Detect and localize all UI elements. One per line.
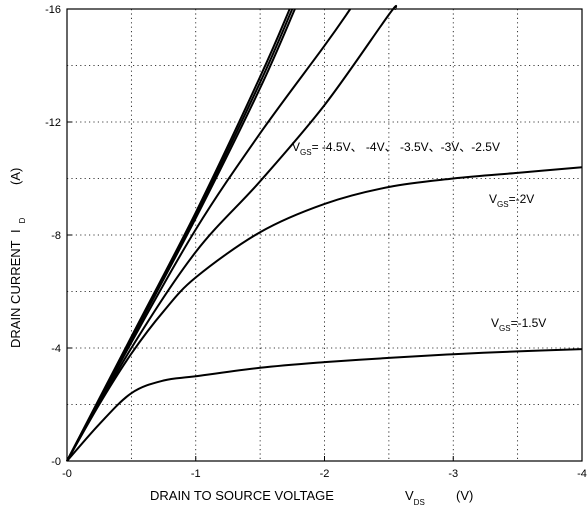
y-axis-unit: (A) bbox=[8, 168, 23, 185]
x-axis-symbol: VDS bbox=[405, 488, 425, 507]
annotation-vgs-2v: VGS=-2V bbox=[489, 192, 534, 209]
x-tick-label: -4 bbox=[577, 468, 587, 480]
y-axis-title: DRAIN CURRENT ID (A) bbox=[8, 168, 27, 348]
plot-frame bbox=[66, 8, 583, 462]
y-axis-label: DRAIN CURRENT bbox=[8, 240, 23, 348]
x-tick-label: -3 bbox=[448, 468, 458, 480]
series-line-vgs--1-5 bbox=[66, 348, 583, 462]
annotation-vgs-1-5v: VGS=-1.5V bbox=[491, 316, 546, 333]
y-tick-label: -4 bbox=[51, 343, 61, 355]
y-axis-symbol: ID bbox=[8, 217, 27, 233]
y-tick-label: -8 bbox=[51, 230, 61, 242]
x-tick-label: -2 bbox=[320, 468, 330, 480]
series bbox=[66, 5, 583, 462]
series-line-vgs--4 bbox=[66, 8, 294, 462]
ticks: -0 -1 -2 -3 -4 -0 -4 -8 -12 -16 bbox=[45, 4, 587, 480]
y-tick-label: -0 bbox=[51, 456, 61, 468]
x-axis-label: DRAIN TO SOURCE VOLTAGE bbox=[150, 488, 334, 503]
y-tick-label: -16 bbox=[45, 4, 61, 16]
x-tick-label: -1 bbox=[191, 468, 201, 480]
annotation-vgs-group: VGS= -4.5V、 -4V、 -3.5V、-3V、-2.5V bbox=[292, 140, 500, 157]
y-tick-label: -12 bbox=[45, 117, 61, 129]
x-axis-title: DRAIN TO SOURCE VOLTAGE VDS (V) bbox=[150, 488, 473, 507]
series-line-vgs--2-5 bbox=[66, 5, 398, 462]
grid bbox=[67, 9, 582, 461]
series-line-vgs--3 bbox=[66, 8, 352, 462]
series-line-vgs--2 bbox=[66, 166, 583, 462]
x-tick-label: -0 bbox=[62, 468, 72, 480]
x-axis-unit: (V) bbox=[456, 488, 473, 503]
